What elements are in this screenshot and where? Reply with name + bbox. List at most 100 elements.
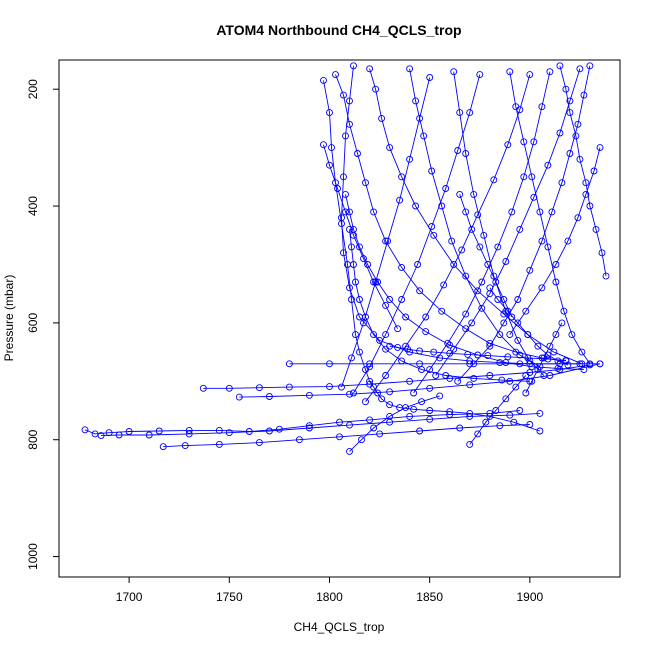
data-point [520,138,528,146]
data-point [346,284,353,292]
data-point [378,395,386,403]
data-point [255,439,263,447]
data-point [352,331,359,339]
data-point [466,381,474,389]
data-point [376,430,384,438]
data-point [342,208,349,216]
data-point [546,68,554,76]
data-point [430,231,438,239]
series-line [335,74,566,362]
data-point [356,296,363,303]
x-axis-title: CH4_QCLS_trop [294,620,385,634]
chart-title: ATOM4 Northbound CH4_QCLS_trop [216,22,461,38]
data-point [470,190,478,198]
data-point [514,336,522,344]
data-point [352,278,359,286]
data-point [426,415,434,423]
data-point [574,214,582,222]
data-point [430,348,438,356]
data-point [350,62,357,70]
data-point [384,237,392,245]
data-point [386,144,394,152]
data-point [125,428,133,435]
data-point [522,372,530,379]
data-point [500,319,508,327]
data-point [466,412,474,420]
data-point [444,339,452,347]
data-point [265,393,273,400]
data-point [358,436,365,444]
data-point [416,427,424,435]
data-point [145,431,153,439]
data-point [362,398,369,406]
data-point [410,389,418,397]
series-line [453,71,545,376]
data-point [524,354,532,362]
data-point [598,249,606,257]
data-point [586,360,594,368]
data-point [295,436,303,444]
data-point [562,356,570,364]
data-point [81,426,89,434]
data-point [181,442,189,450]
data-point [560,307,568,315]
data-point [366,363,374,371]
data-point [382,331,390,339]
data-point [386,296,394,303]
series-line [345,194,584,371]
data-point [580,91,588,99]
data-point [336,433,343,441]
data-point [508,208,516,216]
data-point [386,401,394,409]
data-point [578,348,586,356]
data-point [534,366,542,374]
data-point [586,62,594,70]
data-point [602,272,610,280]
data-point [482,418,490,426]
data-point [516,407,524,414]
series-line [163,424,530,448]
data-point [490,272,498,280]
data-point [356,348,363,356]
data-point [590,167,598,175]
data-point [526,421,534,428]
data-point [544,355,552,363]
data-point [342,190,349,198]
data-point [492,407,500,414]
data-point [474,287,482,295]
data-point [480,231,488,239]
data-point [372,85,380,93]
data-point [442,372,450,379]
data-point [320,76,327,84]
x-tick-label: 1900 [516,590,543,604]
data-point [406,377,414,385]
data-point [350,261,357,268]
y-tick-label: 200 [26,79,40,99]
data-point [556,129,564,137]
series-line [341,65,580,365]
series-line [203,364,590,389]
data-point [446,349,454,357]
data-point [332,71,339,79]
data-point [362,179,369,187]
data-point [225,429,233,437]
data-point [484,352,492,360]
data-point [386,388,394,396]
data-point [366,416,374,424]
data-point [378,114,386,122]
data-point [446,341,454,349]
data-point [524,331,532,339]
data-point [382,372,390,379]
data-point [562,85,570,93]
data-point [159,443,167,451]
data-point [496,422,504,430]
data-point [406,412,414,420]
data-point [410,405,418,413]
data-point [504,141,512,149]
data-point [564,361,572,369]
data-point [360,255,367,263]
data-point [348,296,355,303]
data-point [350,231,357,239]
data-point [466,109,474,117]
